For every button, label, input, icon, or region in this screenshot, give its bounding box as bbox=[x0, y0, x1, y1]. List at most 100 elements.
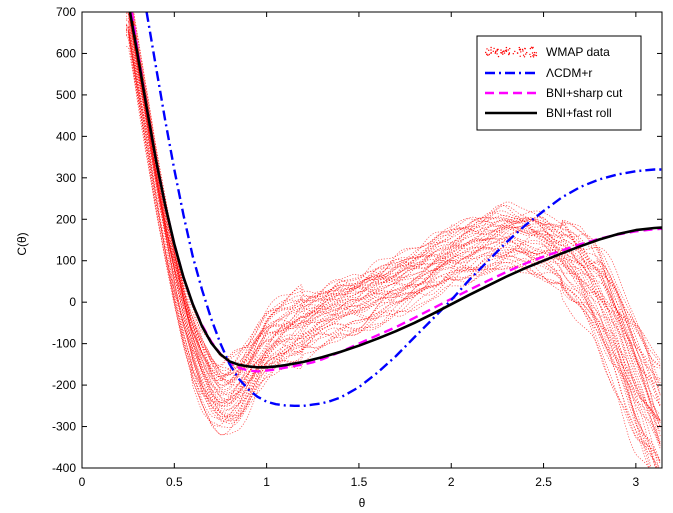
wmap-realization bbox=[131, 12, 661, 395]
wmap-realization bbox=[131, 12, 661, 396]
legend-swatch-dot bbox=[508, 53, 510, 55]
legend-label: BNI+sharp cut bbox=[546, 86, 623, 100]
legend-swatch-dot bbox=[503, 52, 506, 54]
legend-swatch-dot bbox=[487, 54, 489, 56]
wmap-realization bbox=[126, 18, 660, 468]
legend-swatch-dot bbox=[534, 54, 536, 56]
legend-swatch-dot bbox=[519, 55, 521, 57]
legend-swatch-dot bbox=[518, 46, 520, 49]
legend-swatch-dot bbox=[524, 48, 526, 50]
wmap-realization bbox=[126, 12, 661, 424]
legend-swatch-dot bbox=[518, 48, 521, 51]
legend-swatch-dot bbox=[496, 53, 498, 55]
wmap-realization bbox=[128, 12, 661, 423]
legend-swatch-dot bbox=[532, 46, 534, 49]
x-tick-label: 0 bbox=[79, 475, 86, 489]
wmap-realization bbox=[126, 31, 661, 462]
y-axis-label: C(θ) bbox=[15, 232, 29, 255]
y-tick-label: 400 bbox=[56, 129, 76, 143]
y-tick-label: 0 bbox=[69, 295, 76, 309]
legend-swatch-dot bbox=[505, 46, 508, 49]
wmap-realization bbox=[126, 28, 650, 468]
legend-swatch-dot bbox=[490, 52, 492, 54]
legend-swatch-dot bbox=[488, 53, 490, 56]
y-tick-label: -100 bbox=[52, 337, 76, 351]
wmap-realization bbox=[126, 34, 656, 468]
wmap-realization bbox=[132, 12, 661, 390]
legend-swatch-dot bbox=[533, 54, 535, 56]
legend-swatch-dot bbox=[533, 51, 536, 54]
legend-swatch-dot bbox=[485, 51, 487, 54]
wmap-realization bbox=[130, 12, 661, 387]
wmap-realization bbox=[131, 12, 661, 372]
legend-swatch-dot bbox=[516, 52, 519, 54]
wmap-realization bbox=[126, 12, 661, 432]
legend-swatch-dot bbox=[501, 51, 504, 53]
legend-label: BNI+fast roll bbox=[546, 106, 612, 120]
legend-swatch-dot bbox=[502, 53, 504, 55]
legend-swatch-dot bbox=[520, 51, 522, 53]
x-tick-label: 1.5 bbox=[351, 475, 368, 489]
model-lines bbox=[128, 12, 662, 407]
legend-swatch-dot bbox=[492, 50, 494, 52]
wmap-realization bbox=[126, 20, 661, 462]
y-tick-label: 700 bbox=[56, 5, 76, 19]
legend-swatch-dot bbox=[509, 47, 511, 50]
legend-swatch-dot bbox=[521, 48, 524, 51]
wmap-realization bbox=[131, 12, 661, 387]
wmap-realization bbox=[126, 24, 661, 449]
legend-swatch-dot bbox=[535, 54, 538, 57]
legend-swatch-dot bbox=[529, 47, 532, 50]
legend-swatch-dot bbox=[507, 49, 509, 51]
legend-swatch-dot bbox=[532, 55, 534, 57]
wmap-realization bbox=[126, 29, 652, 468]
legend-swatch-dot bbox=[497, 55, 500, 58]
wmap-realization bbox=[129, 12, 661, 422]
x-axis-ticks: 0 0.5 1 1.5 2 2.5 3 bbox=[79, 12, 640, 489]
legend-swatch-dot bbox=[501, 52, 503, 54]
legend-swatch-dot bbox=[500, 49, 502, 51]
legend-swatch-dot bbox=[494, 51, 497, 53]
wmap-realization bbox=[131, 12, 661, 427]
legend-swatch-dot bbox=[535, 52, 537, 54]
y-tick-label: 600 bbox=[56, 46, 76, 60]
legend-swatch-dot bbox=[526, 51, 528, 54]
series-line-2 bbox=[130, 12, 662, 373]
legend-swatch-dot bbox=[494, 52, 496, 54]
legend-label: ΛCDM+r bbox=[546, 66, 592, 80]
legend-swatch-dot bbox=[529, 53, 531, 56]
wmap-realization bbox=[129, 12, 661, 415]
x-axis-label: θ bbox=[359, 496, 366, 510]
x-tick-label: 2.5 bbox=[535, 475, 552, 489]
wmap-realization bbox=[125, 24, 660, 468]
legend-label: WMAP data bbox=[546, 45, 610, 59]
wmap-realization bbox=[131, 12, 661, 375]
legend-swatch-dot bbox=[493, 47, 495, 50]
y-tick-label: 300 bbox=[56, 171, 76, 185]
plot-area bbox=[81, 11, 663, 469]
legend-swatch-dot bbox=[496, 50, 498, 52]
wmap-realization bbox=[126, 12, 661, 437]
legend-swatch-dot bbox=[490, 46, 492, 49]
legend-swatch-dot bbox=[530, 46, 533, 48]
plot-frame bbox=[81, 11, 663, 469]
wmap-realization bbox=[131, 12, 661, 366]
legend-swatch-dot bbox=[522, 50, 524, 52]
legend-swatch-dot bbox=[530, 56, 532, 58]
wmap-realization bbox=[126, 26, 661, 443]
series-line-1 bbox=[145, 12, 662, 407]
y-tick-label: 500 bbox=[56, 88, 76, 102]
y-tick-label: 100 bbox=[56, 254, 76, 268]
wmap-realization bbox=[126, 45, 658, 468]
legend-swatch-dot bbox=[486, 53, 488, 56]
x-tick-label: 0.5 bbox=[166, 475, 183, 489]
legend-swatch-dot bbox=[488, 49, 490, 51]
legend-swatch-dot bbox=[532, 56, 535, 58]
x-tick-label: 2 bbox=[448, 475, 455, 489]
legend-swatch-dot bbox=[486, 48, 488, 50]
legend-swatch-dot bbox=[490, 49, 492, 51]
wmap-realization bbox=[131, 12, 661, 401]
legend-swatch-dot bbox=[504, 50, 507, 52]
legend-swatch-dot bbox=[512, 53, 514, 55]
